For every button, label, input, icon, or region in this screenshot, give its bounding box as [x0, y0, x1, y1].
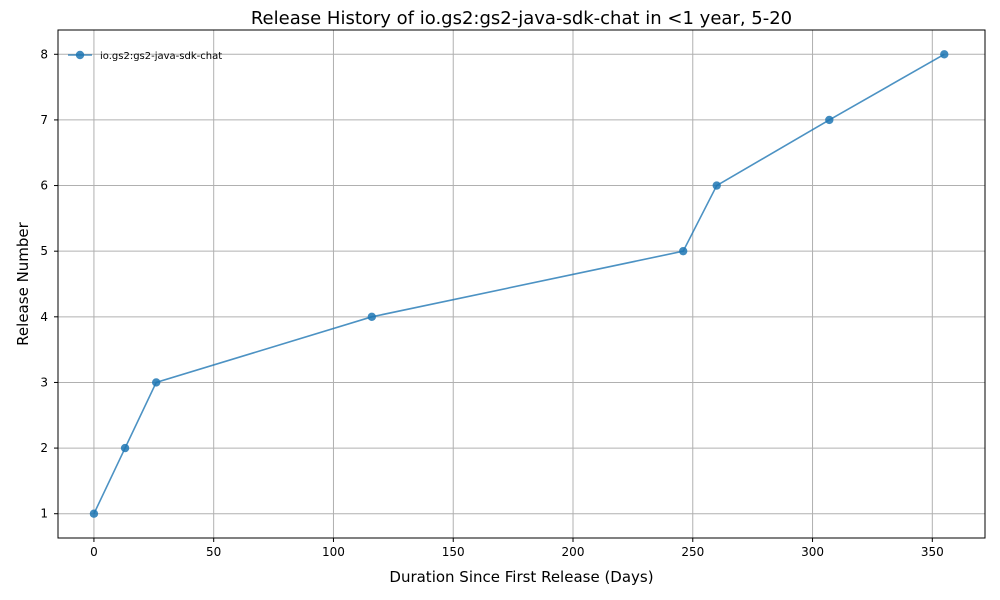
- x-tick-label: 200: [562, 545, 585, 559]
- y-tick-label: 8: [40, 47, 48, 61]
- grid-lines: [58, 30, 985, 538]
- x-tick-label: 350: [921, 545, 944, 559]
- y-tick-label: 6: [40, 179, 48, 193]
- legend: io.gs2:gs2-java-sdk-chat: [68, 50, 222, 62]
- x-tick-label: 50: [206, 545, 221, 559]
- x-tick-label: 250: [681, 545, 704, 559]
- x-tick-label: 100: [322, 545, 345, 559]
- y-tick-label: 5: [40, 244, 48, 258]
- data-point: [940, 50, 949, 59]
- x-axis-label: Duration Since First Release (Days): [389, 568, 653, 586]
- x-tick-label: 300: [801, 545, 824, 559]
- y-axis-label: Release Number: [14, 221, 32, 345]
- axis-ticks: 0 50 100 150 200 250 300 350 1 2 3 4 5 6 7 8: [40, 47, 943, 559]
- data-point: [825, 115, 834, 125]
- x-tick-label: 0: [90, 545, 98, 559]
- chart-title: Release History of io.gs2:gs2-java-sdk-c…: [251, 8, 792, 29]
- data-point: [712, 181, 721, 190]
- data-point: [120, 443, 130, 453]
- y-tick-label: 1: [40, 507, 48, 521]
- plot-frame: [57, 29, 986, 539]
- series-layer: [89, 50, 949, 518]
- y-tick-label: 2: [40, 441, 48, 455]
- legend-marker: [75, 50, 85, 60]
- y-tick-label: 7: [40, 113, 48, 127]
- data-point: [678, 246, 688, 256]
- x-tick-label: 150: [442, 545, 465, 559]
- series-line: [93, 53, 945, 515]
- y-tick-label: 4: [40, 310, 48, 324]
- data-point: [367, 312, 376, 322]
- data-point: [89, 509, 99, 518]
- legend-label: io.gs2:gs2-java-sdk-chat: [100, 51, 222, 62]
- data-point: [152, 378, 161, 387]
- y-tick-label: 3: [40, 375, 48, 389]
